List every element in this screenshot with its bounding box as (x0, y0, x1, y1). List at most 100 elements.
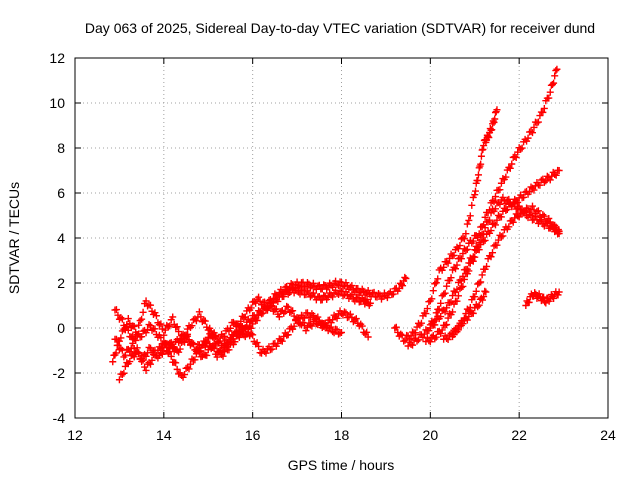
y-tick-label: 12 (49, 50, 65, 66)
y-tick-label: -2 (53, 365, 66, 381)
data-point (203, 351, 211, 359)
data-point (255, 342, 263, 350)
data-point (167, 339, 175, 347)
data-point (151, 325, 159, 333)
data-point (272, 305, 280, 313)
data-point (447, 274, 455, 282)
data-point (447, 298, 455, 306)
data-point (553, 65, 561, 73)
y-tick-label: 0 (57, 320, 65, 336)
data-point (266, 299, 274, 307)
data-point (481, 213, 489, 221)
data-point (283, 302, 291, 310)
data-point (505, 223, 513, 231)
data-point (363, 328, 371, 336)
data-point (550, 294, 558, 302)
data-point (463, 316, 471, 324)
data-point (178, 335, 186, 343)
data-point (425, 337, 433, 345)
data-point (144, 326, 152, 334)
data-point (176, 345, 184, 353)
data-point (474, 171, 482, 179)
data-point (157, 345, 165, 353)
data-point (223, 343, 231, 351)
data-point (117, 334, 125, 342)
data-point (515, 213, 523, 221)
data-point (166, 322, 174, 330)
data-point (503, 205, 511, 213)
data-point (479, 296, 487, 304)
y-tick-label: 8 (57, 140, 65, 156)
data-point (450, 251, 458, 259)
data-point (274, 297, 282, 305)
data-point (259, 309, 267, 317)
data-point (138, 315, 146, 323)
data-point (375, 289, 383, 297)
data-point (474, 303, 482, 311)
data-point (486, 216, 494, 224)
data-point (488, 126, 496, 134)
data-point (505, 195, 513, 203)
data-point (229, 335, 237, 343)
data-point (536, 181, 544, 189)
data-point (419, 333, 427, 341)
x-tick-label: 24 (600, 427, 616, 443)
data-point (453, 261, 461, 269)
series-sat-k (522, 288, 563, 309)
data-point (151, 309, 159, 317)
data-point (530, 123, 538, 131)
data-point (161, 341, 169, 349)
data-point (115, 337, 123, 345)
data-point (308, 322, 316, 330)
data-point (539, 211, 547, 219)
data-point (399, 282, 407, 290)
data-point (524, 134, 532, 142)
data-point (441, 289, 449, 297)
data-point (130, 353, 138, 361)
data-point (485, 134, 493, 142)
data-point (243, 330, 251, 338)
data-point (477, 152, 485, 160)
data-point (303, 309, 311, 317)
data-point (550, 79, 558, 87)
data-point (118, 370, 126, 378)
data-point (475, 164, 483, 172)
data-point (496, 200, 504, 208)
data-point (471, 293, 479, 301)
data-point (346, 310, 354, 318)
data-point (432, 309, 440, 317)
data-point (555, 167, 563, 174)
y-tick-label: 2 (57, 275, 65, 291)
data-point (339, 292, 347, 300)
data-point (540, 104, 548, 112)
data-point (219, 352, 227, 360)
data-point (555, 288, 563, 296)
data-point (164, 349, 172, 357)
data-point (437, 313, 445, 321)
data-point (366, 299, 374, 307)
data-point (118, 315, 126, 323)
data-point (432, 333, 440, 341)
data-point (423, 305, 431, 313)
data-point (112, 349, 120, 357)
data-point (351, 316, 359, 324)
data-point (457, 283, 465, 291)
data-point (477, 160, 485, 168)
data-point (391, 324, 399, 332)
data-point (311, 315, 319, 323)
data-point (499, 193, 507, 201)
data-point (253, 339, 261, 347)
data-point (370, 288, 378, 296)
data-point (151, 351, 159, 359)
data-point (293, 284, 301, 292)
data-point (438, 326, 446, 334)
data-point (402, 275, 410, 282)
data-point (139, 308, 147, 316)
data-point (280, 292, 288, 300)
data-point (465, 216, 473, 224)
data-point (551, 171, 559, 179)
x-tick-label: 18 (334, 427, 350, 443)
x-tick-labels: 12 14 16 18 20 22 24 (67, 427, 616, 443)
data-point (469, 309, 477, 317)
data-point (471, 187, 479, 195)
